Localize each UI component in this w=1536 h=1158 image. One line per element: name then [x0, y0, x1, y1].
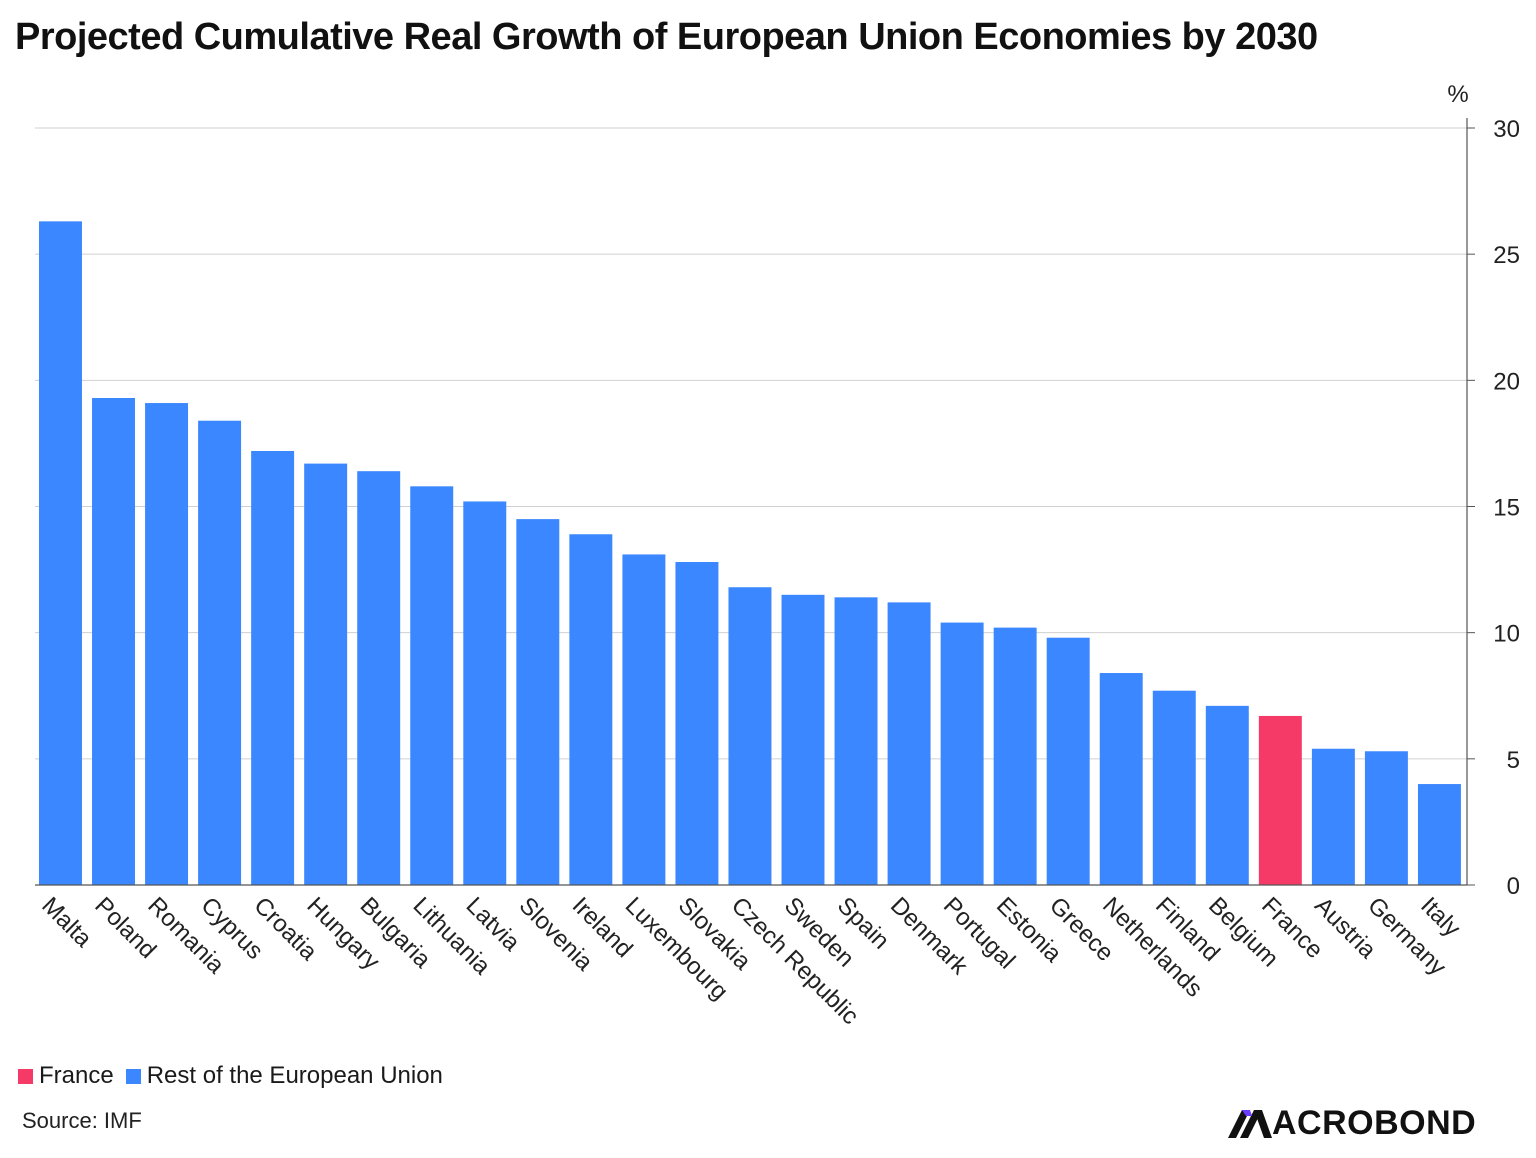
- bar-france: [1258, 715, 1302, 885]
- legend-label-france: France: [39, 1062, 114, 1089]
- macrobond-m-mark-icon: [1228, 1109, 1272, 1138]
- legend-label-rest-eu: Rest of the European Union: [146, 1062, 443, 1089]
- source-note: Source: IMF: [22, 1108, 142, 1133]
- bar-finland: [1152, 690, 1196, 885]
- bar-chart: 0 5 10 15 20 25 30 MaltaPolandRomaniaCyprusCro…: [35, 81, 1520, 1030]
- legend-item-rest-eu: Rest of the European Union: [125, 1062, 443, 1090]
- bar-croatia: [251, 450, 295, 885]
- bar-lithuania: [410, 486, 454, 885]
- bar-bulgaria: [357, 471, 401, 885]
- y-axis-unit: %: [1447, 81, 1468, 108]
- legend-swatch-france: [18, 1068, 33, 1084]
- bar-malta: [39, 221, 82, 885]
- bar-italy: [1417, 784, 1461, 885]
- bar-belgium: [1205, 705, 1249, 885]
- bar-latvia: [463, 501, 507, 885]
- legend: France Rest of the European Union: [18, 1062, 443, 1090]
- bar-greece: [1046, 637, 1090, 885]
- bar-netherlands: [1099, 673, 1143, 885]
- y-tick-label: 5: [1507, 747, 1520, 774]
- x-axis-labels: MaltaPolandRomaniaCyprusCroatiaHungaryBu…: [36, 892, 1465, 1030]
- macrobond-logo: ACROBOND: [1228, 1104, 1476, 1143]
- y-tick-label: 20: [1493, 368, 1520, 395]
- bar-estonia: [993, 627, 1037, 885]
- bar-spain: [834, 597, 878, 885]
- bar-ireland: [569, 534, 613, 885]
- y-tick-label: 15: [1493, 495, 1520, 522]
- bar-hungary: [304, 463, 348, 885]
- bar-slovakia: [675, 562, 719, 885]
- bar-czech-republic: [728, 587, 772, 885]
- bar-cyprus: [198, 420, 242, 885]
- bar-austria: [1311, 748, 1355, 885]
- bar-luxembourg: [622, 554, 666, 885]
- legend-swatch-rest-eu: [125, 1068, 141, 1084]
- y-tick-label: 30: [1493, 116, 1520, 143]
- chart-title: Projected Cumulative Real Growth of Euro…: [15, 16, 1318, 58]
- bar-denmark: [887, 602, 931, 885]
- legend-item-france: France: [18, 1062, 114, 1090]
- y-tick-label: 25: [1493, 242, 1520, 269]
- x-tick-label: Malta: [36, 892, 97, 953]
- bar-poland: [92, 397, 135, 885]
- bar-germany: [1364, 751, 1408, 885]
- bars: [39, 221, 1461, 885]
- bar-romania: [145, 403, 189, 885]
- y-tick-label: 0: [1507, 873, 1520, 900]
- bar-portugal: [940, 622, 984, 885]
- bar-slovenia: [516, 519, 560, 885]
- y-axis: 0 5 10 15 20 25 30: [35, 116, 1520, 900]
- macrobond-logo-text: ACROBOND: [1272, 1104, 1477, 1142]
- y-tick-label: 10: [1493, 621, 1520, 648]
- bar-sweden: [781, 594, 825, 885]
